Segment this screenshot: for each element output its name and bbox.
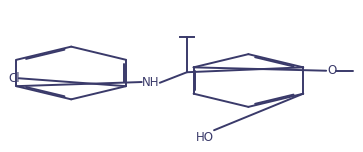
Text: O: O xyxy=(327,64,336,77)
Text: NH: NH xyxy=(142,76,159,89)
Text: Cl: Cl xyxy=(8,72,20,85)
Text: HO: HO xyxy=(196,131,214,144)
